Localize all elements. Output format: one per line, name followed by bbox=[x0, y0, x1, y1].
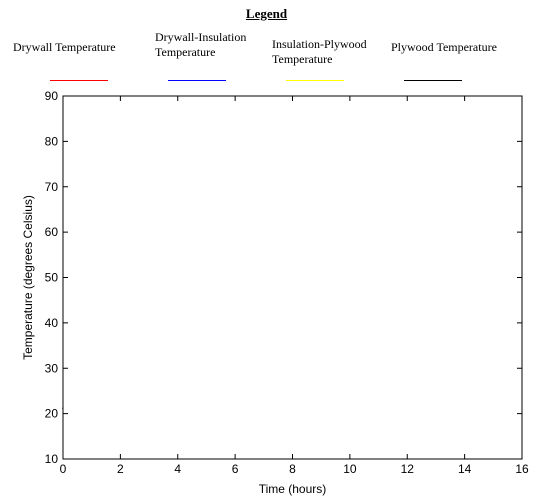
legend-label-insulation-plywood-line2: Temperature bbox=[272, 52, 333, 66]
x-tick-label: 16 bbox=[515, 462, 529, 476]
x-tick-label: 8 bbox=[289, 462, 296, 476]
legend-title: Legend bbox=[245, 6, 288, 21]
legend-entry-plywood: Plywood Temperature bbox=[391, 40, 497, 55]
legend-label-plywood: Plywood Temperature bbox=[391, 40, 497, 54]
legend-label-drywall-insulation-line2: Temperature bbox=[155, 45, 216, 59]
legend-label-drywall: Drywall Temperature bbox=[13, 40, 116, 54]
y-tick-label: 80 bbox=[45, 134, 59, 148]
x-axis-label: Time (hours) bbox=[259, 482, 327, 496]
y-tick-label: 40 bbox=[45, 316, 59, 330]
x-tick-label: 0 bbox=[60, 462, 67, 476]
axes: 0 2 4 6 8 10 12 14 16 10 20 30 40 50 60 70 80 90 bbox=[45, 89, 529, 476]
legend-entry-drywall-insulation: Drywall-Insulation Temperature bbox=[155, 30, 246, 60]
y-tick-label: 50 bbox=[45, 271, 59, 285]
y-axis-label: Temperature (degrees Celsius) bbox=[21, 195, 35, 360]
x-tick-label: 10 bbox=[343, 462, 357, 476]
x-tick-label: 2 bbox=[117, 462, 124, 476]
y-tick-label: 10 bbox=[45, 452, 59, 466]
legend-entry-drywall: Drywall Temperature bbox=[13, 40, 116, 55]
legend-entry-insulation-plywood: Insulation-Plywood Temperature bbox=[272, 37, 367, 67]
y-tick-label: 90 bbox=[45, 89, 59, 103]
legend-label-insulation-plywood-line1: Insulation-Plywood bbox=[272, 37, 367, 51]
y-tick-label: 70 bbox=[45, 180, 59, 194]
legend-swatch-drywall bbox=[50, 80, 108, 81]
legend-swatch-plywood bbox=[404, 80, 462, 81]
x-tick-label: 12 bbox=[401, 462, 415, 476]
y-tick-label: 60 bbox=[45, 225, 59, 239]
plot-frame bbox=[62, 95, 523, 460]
legend: Legend Drywall Temperature Drywall-Insul… bbox=[0, 0, 533, 90]
x-tick-label: 14 bbox=[458, 462, 472, 476]
legend-swatch-drywall-insulation bbox=[168, 80, 226, 81]
x-tick-label: 4 bbox=[174, 462, 181, 476]
legend-swatch-insulation-plywood bbox=[286, 80, 344, 81]
legend-label-drywall-insulation-line1: Drywall-Insulation bbox=[155, 30, 247, 44]
y-tick-label: 30 bbox=[45, 361, 59, 375]
y-tick-label: 20 bbox=[45, 407, 59, 421]
x-tick-label: 6 bbox=[232, 462, 239, 476]
